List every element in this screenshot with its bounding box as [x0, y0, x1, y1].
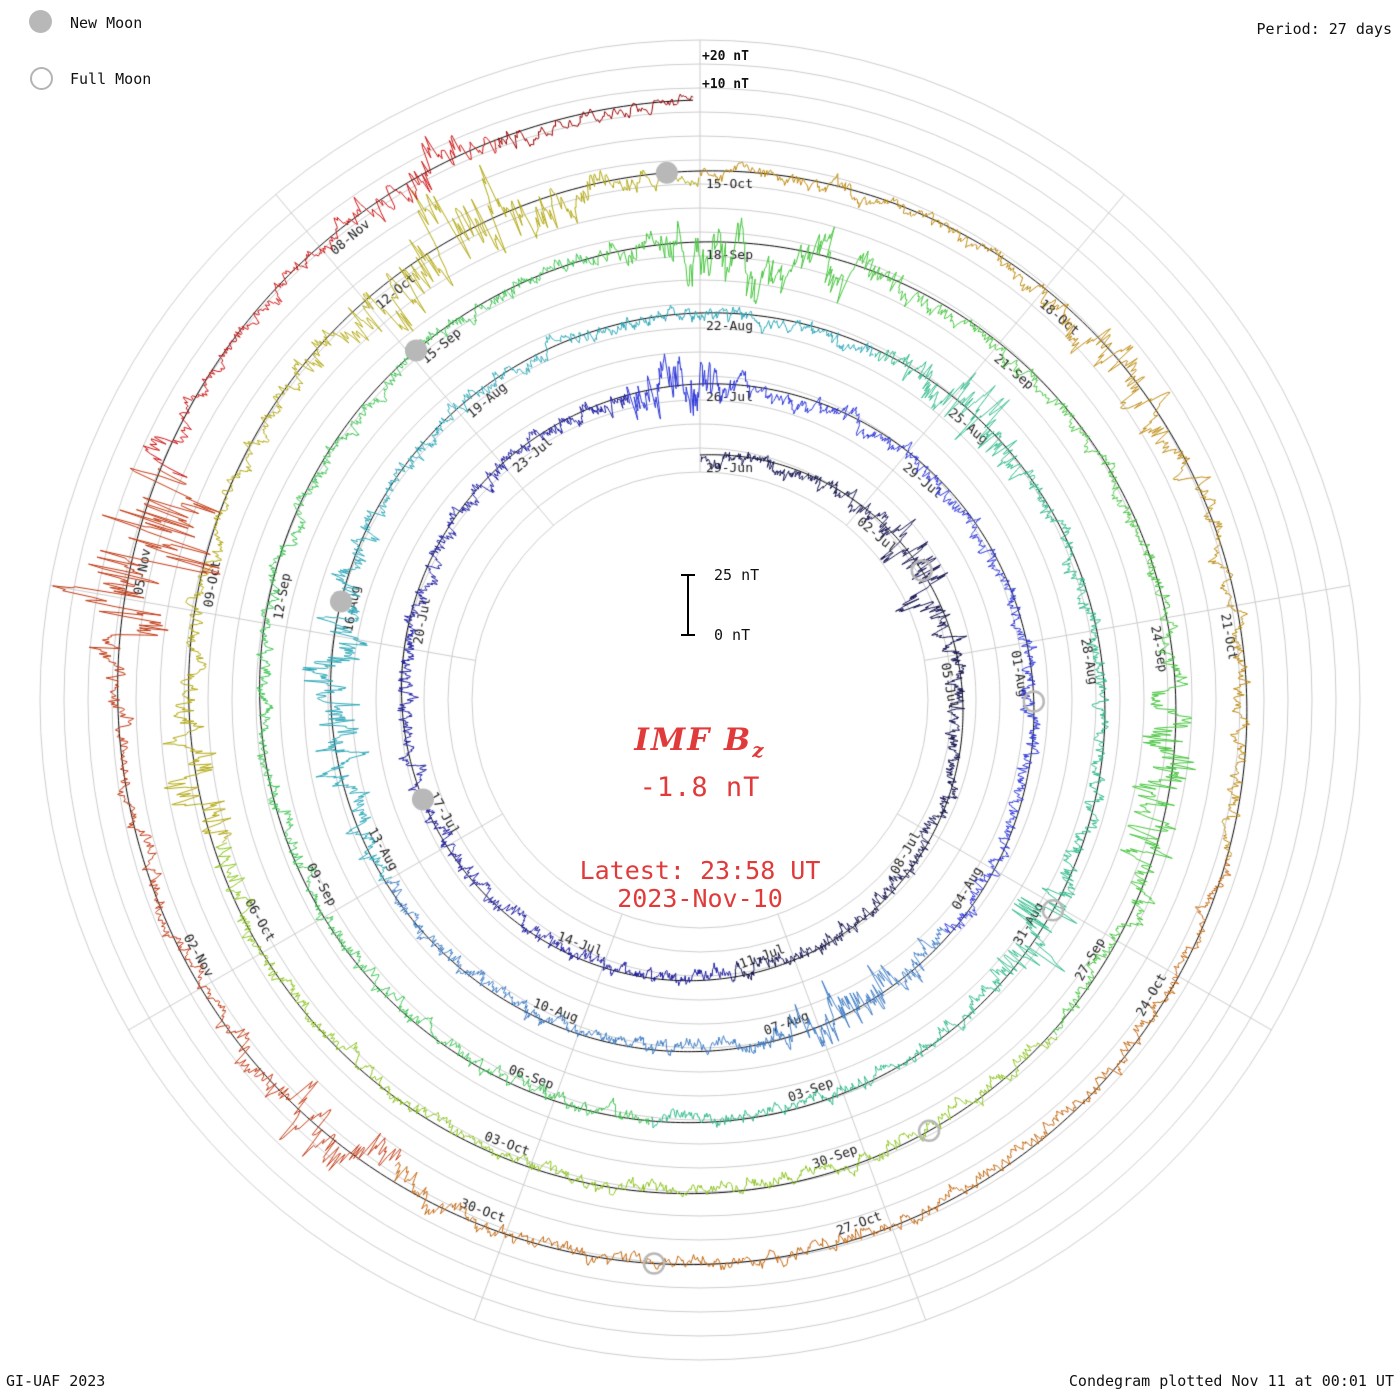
scale-bottom-label: 0 nT [714, 626, 751, 644]
plus-20nt-label: +20 nT [702, 49, 749, 64]
new-moon-icon [29, 10, 52, 33]
period-label: Period: 27 days [1256, 20, 1392, 38]
imf-title-text: IMF B [634, 722, 753, 758]
imf-bz-title: IMF Bz [0, 722, 1400, 762]
full-moon-label: Full Moon [70, 70, 152, 88]
new-moon-label: New Moon [70, 14, 143, 32]
scale-bar [687, 574, 689, 636]
imf-title-subscript: z [752, 738, 766, 763]
latest-date: 2023-Nov-10 [617, 884, 783, 913]
full-moon-icon [30, 67, 53, 90]
credit-left: GI-UAF 2023 [6, 1372, 106, 1390]
imf-bz-value: -1.8 nT [639, 772, 761, 803]
credit-right: Condegram plotted Nov 11 at 00:01 UT [1068, 1372, 1394, 1390]
scale-bar-bottom-cap [681, 634, 695, 636]
plus-10nt-label: +10 nT [702, 77, 749, 92]
latest-time: Latest: 23:58 UT [579, 856, 821, 885]
scale-top-label: 25 nT [714, 566, 760, 584]
